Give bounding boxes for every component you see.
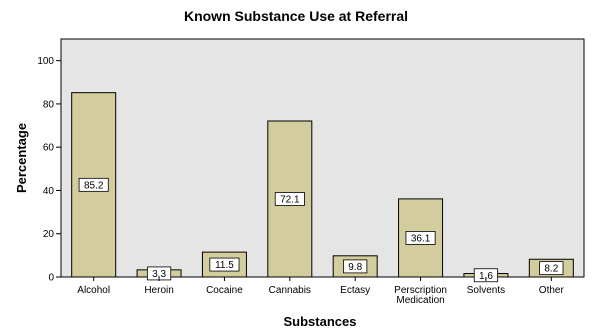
x-tick-label: Heroin: [144, 285, 173, 296]
plot-area: [60, 38, 585, 278]
data-label: 36.1: [411, 234, 431, 245]
x-tick-label: Cocaine: [206, 285, 243, 296]
data-label: 72.1: [280, 195, 300, 206]
data-label: 1.6: [479, 271, 493, 282]
data-label-box: [78, 177, 109, 192]
y-tick-label: 40: [43, 186, 55, 197]
chart-title: Known Substance Use at Referral: [184, 8, 408, 24]
x-tick-label: Ectasy: [340, 285, 370, 296]
data-label-box: [209, 257, 240, 272]
data-label: 11.5: [215, 260, 234, 271]
x-tick-label: Other: [539, 285, 565, 296]
data-label-box: [473, 268, 499, 283]
y-axis-title: Percentage: [14, 123, 29, 193]
y-tick-label: 100: [37, 56, 54, 67]
data-label: 85.2: [84, 180, 104, 191]
data-label-box: [405, 231, 436, 245]
x-tick-label: Medication: [396, 295, 444, 306]
y-axis: 0 20 40 60 80 100: [37, 56, 61, 284]
x-axis-title: Substances: [284, 314, 357, 329]
data-label-box: [343, 259, 368, 274]
data-label: 8.2: [544, 264, 558, 275]
x-tick-label: Solvents: [467, 285, 505, 296]
x-axis: Alcohol Heroin Cocaine Cannabis Ectasy Perscr…: [77, 277, 564, 306]
x-tick-label: Cannabis: [269, 285, 311, 296]
x-tick-label: Perscription: [394, 285, 447, 296]
y-tick-label: 60: [43, 143, 55, 154]
data-label: 3.3: [152, 269, 166, 280]
data-label-box: [539, 261, 564, 276]
x-tick-label: Alcohol: [77, 285, 110, 296]
data-label-box: [274, 192, 305, 206]
y-tick-label: 80: [43, 99, 55, 110]
y-tick-label: 20: [43, 229, 55, 240]
y-tick-label: 0: [48, 273, 54, 284]
data-label: 9.8: [348, 262, 362, 273]
